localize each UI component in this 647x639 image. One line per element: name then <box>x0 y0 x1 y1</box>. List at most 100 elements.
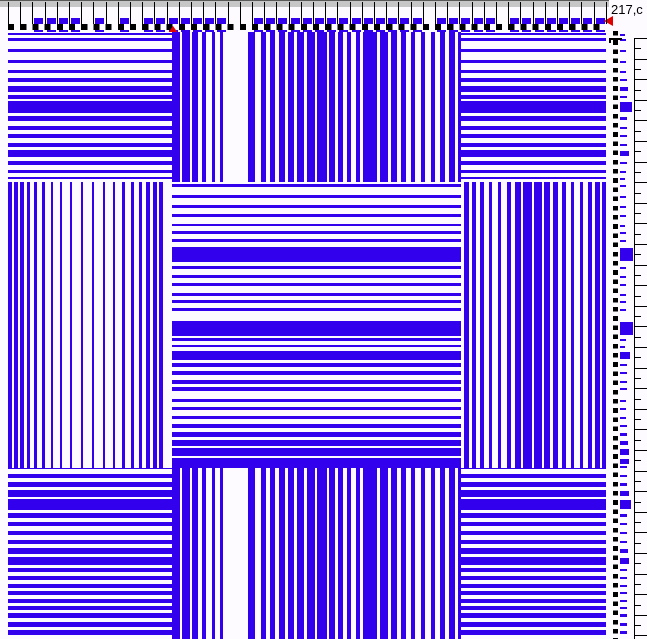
top-ruler-tick <box>532 2 534 24</box>
treadling-bar-mark[interactable] <box>620 184 626 187</box>
treadling-bar-mark[interactable] <box>620 86 628 92</box>
thread-stripe <box>544 182 550 468</box>
treadling-bar-mark[interactable] <box>620 448 630 456</box>
treadling-bar-mark[interactable] <box>620 584 627 588</box>
thread-stripe <box>421 468 425 639</box>
treadling-bar-mark[interactable] <box>620 568 627 572</box>
top-ruler-tick <box>483 2 485 24</box>
treadling-bar-mark[interactable] <box>620 177 626 180</box>
treadling-bar-mark[interactable] <box>620 78 627 82</box>
thread-stripe <box>212 32 215 182</box>
right-ruler-tick <box>634 573 647 575</box>
treadling-bar-mark[interactable] <box>620 416 626 419</box>
drawdown-block[interactable] <box>172 182 461 468</box>
thread-stripe <box>461 70 606 73</box>
thread-stripe <box>8 161 172 165</box>
thread-stripe <box>172 465 461 468</box>
treadling-bar-mark[interactable] <box>620 548 628 554</box>
treadling-bar-mark[interactable] <box>620 630 628 635</box>
treadling-bar-mark[interactable] <box>620 33 626 36</box>
treadling-bar-mark[interactable] <box>620 60 626 63</box>
treadling-bar-mark[interactable] <box>620 440 628 446</box>
top-ruler-tick <box>239 2 241 24</box>
treadling-bar-mark[interactable] <box>620 150 629 157</box>
drawdown-block[interactable] <box>461 468 606 639</box>
treadling-bar-mark[interactable] <box>620 351 630 360</box>
right-ruler-tick <box>634 99 647 101</box>
treadling-bar-mark[interactable] <box>620 224 626 227</box>
treadling-bar-mark[interactable] <box>620 490 629 497</box>
treadling-bar-mark[interactable] <box>620 95 627 99</box>
drawdown-block[interactable] <box>8 32 172 182</box>
thread-stripe <box>212 468 215 639</box>
treadling-bar-mark[interactable] <box>620 283 626 286</box>
treadling-bar-mark[interactable] <box>620 599 627 603</box>
thread-stripe <box>153 182 157 468</box>
weft-position-marker-icon[interactable] <box>604 16 613 26</box>
treadling-bar-mark[interactable] <box>620 576 627 580</box>
treadling-bar-mark[interactable] <box>620 399 626 402</box>
right-ruler-tick <box>634 48 641 50</box>
treadling-bar-mark[interactable] <box>620 387 627 391</box>
right-ruler-tick <box>634 79 647 81</box>
treadling-bar-mark[interactable] <box>620 622 628 627</box>
treadling-bar-mark[interactable] <box>620 247 633 262</box>
treadling-bar-mark[interactable] <box>620 432 628 437</box>
thread-stripe <box>472 182 476 468</box>
drawdown-block[interactable] <box>8 182 172 468</box>
drawdown-block[interactable] <box>172 32 461 182</box>
treadling-bar-mark[interactable] <box>620 170 626 173</box>
treadling-bar-mark[interactable] <box>620 513 628 518</box>
treadling-bar-mark[interactable] <box>620 70 626 73</box>
treadling-bar-mark[interactable] <box>620 474 627 478</box>
treadling-bar-mark[interactable] <box>620 126 627 130</box>
top-ruler-tick <box>8 2 9 24</box>
warp-position-marker-icon[interactable] <box>168 26 178 33</box>
treadling-bar-mark[interactable] <box>620 557 630 565</box>
treadling-bar-mark[interactable] <box>620 293 626 296</box>
treadling-bar-mark[interactable] <box>620 231 626 234</box>
treadling-bar-mark[interactable] <box>620 205 626 208</box>
drawdown-block[interactable] <box>461 182 606 468</box>
top-ruler-tick <box>203 2 205 24</box>
treadling-bar-mark[interactable] <box>620 531 627 535</box>
treadling-bar-mark[interactable] <box>620 143 627 147</box>
treadling-bar-mark[interactable] <box>620 606 627 610</box>
treadling-bar-mark[interactable] <box>620 540 627 544</box>
treadling-bar-mark[interactable] <box>620 465 627 469</box>
treadling-bar-mark[interactable] <box>620 101 632 113</box>
treadling-bar-mark[interactable] <box>620 458 629 465</box>
treadling-bar-mark[interactable] <box>620 407 626 410</box>
treadling-bar-mark[interactable] <box>620 424 627 428</box>
treadling-bar-mark[interactable] <box>620 522 627 526</box>
treadling-bar-mark[interactable] <box>620 591 627 595</box>
treadling-bar-mark[interactable] <box>620 266 626 269</box>
treadling-bar-mark[interactable] <box>620 482 628 487</box>
treadling-bar-mark[interactable] <box>620 308 626 311</box>
treadling-bar-mark[interactable] <box>620 239 626 242</box>
treadling-bar-mark[interactable] <box>620 371 627 375</box>
treadling-bar-mark[interactable] <box>620 300 626 303</box>
treadling-bar-mark[interactable] <box>620 214 626 217</box>
treadling-color-bar[interactable] <box>618 31 634 639</box>
drawdown-block[interactable] <box>172 468 461 639</box>
treadling-bar-mark[interactable] <box>620 275 626 278</box>
thread-stripe <box>391 468 397 639</box>
thread-stripe <box>431 468 435 639</box>
treadling-bar-mark[interactable] <box>620 49 626 52</box>
treadling-bar-mark[interactable] <box>620 38 626 41</box>
treadling-bar-mark[interactable] <box>620 116 628 121</box>
treadling-bar-mark[interactable] <box>620 321 633 336</box>
treadling-bar-mark[interactable] <box>620 499 632 510</box>
drawdown-block[interactable] <box>8 468 172 639</box>
treadling-bar-mark[interactable] <box>620 613 628 618</box>
treadling-bar-mark[interactable] <box>620 195 626 198</box>
treadling-bar-mark[interactable] <box>620 380 627 384</box>
treadling-bar-mark[interactable] <box>620 363 627 367</box>
drawdown-block[interactable] <box>461 32 606 182</box>
treadling-bar-mark[interactable] <box>620 134 627 138</box>
treadling-bar-mark[interactable] <box>620 161 627 165</box>
treadling-bar-mark[interactable] <box>620 345 626 348</box>
treadling-bar-mark[interactable] <box>620 338 626 341</box>
